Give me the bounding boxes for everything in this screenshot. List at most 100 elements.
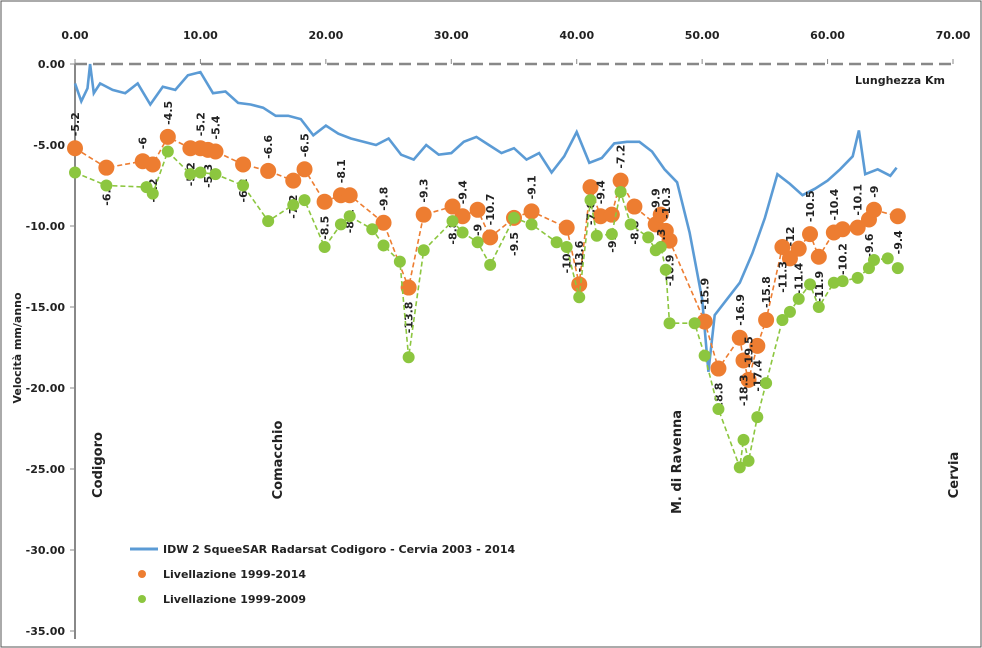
y-tick-label: -30.00 <box>26 544 66 557</box>
data-point <box>161 145 174 158</box>
legend-label: IDW 2 SqueeSAR Radarsat Codigoro - Cervi… <box>163 543 515 556</box>
data-label: -5.2 <box>69 112 82 136</box>
data-point <box>159 128 176 145</box>
data-point <box>849 219 866 236</box>
data-point <box>624 218 637 231</box>
data-label: -5.4 <box>209 115 222 139</box>
data-point <box>735 352 752 369</box>
data-point <box>573 291 586 304</box>
annotation: Cervia <box>947 452 962 498</box>
data-point <box>446 215 459 228</box>
data-point <box>731 329 748 346</box>
data-point <box>760 377 773 390</box>
data-point <box>469 201 486 218</box>
data-point <box>812 301 825 313</box>
data-point <box>100 179 113 192</box>
annotation: M. di Ravenna <box>670 410 685 514</box>
x-tick-label: 50.00 <box>685 29 720 42</box>
data-label: -10.4 <box>828 188 841 220</box>
data-point <box>209 168 222 181</box>
data-label: -4.5 <box>162 101 175 125</box>
data-point <box>146 187 159 200</box>
data-point <box>865 201 882 218</box>
data-point <box>571 276 588 293</box>
data-point <box>402 351 415 364</box>
data-point <box>144 156 161 173</box>
data-label: -9.9 <box>650 188 663 212</box>
data-point <box>444 198 461 215</box>
data-point <box>341 187 358 204</box>
data-point <box>393 255 406 268</box>
data-point <box>260 162 277 179</box>
data-point <box>69 166 81 179</box>
data-point <box>334 218 347 231</box>
data-point <box>343 210 356 223</box>
data-label: -15.9 <box>699 278 712 310</box>
data-point <box>603 206 620 223</box>
data-point <box>891 262 904 275</box>
data-point <box>698 349 711 362</box>
legend-marker <box>138 570 146 578</box>
data-point <box>733 461 746 474</box>
series-line <box>73 63 898 372</box>
x-tick-label: 70.00 <box>936 29 971 42</box>
data-point <box>184 168 197 181</box>
data-label: -19.5 <box>743 336 756 368</box>
data-label: -18.3 <box>738 374 751 406</box>
legend-label: Livellazione 1999-2014 <box>163 568 306 581</box>
data-point <box>851 271 864 284</box>
data-point <box>590 229 603 242</box>
data-point <box>751 411 764 424</box>
data-point <box>560 241 573 254</box>
y-tick-label: -10.00 <box>26 220 66 233</box>
data-point <box>889 208 906 225</box>
data-point <box>582 179 599 196</box>
data-point <box>626 198 643 215</box>
data-point <box>836 275 849 288</box>
data-point <box>237 179 250 192</box>
data-point <box>783 305 796 318</box>
data-point <box>810 248 827 265</box>
data-point <box>804 278 817 291</box>
data-point <box>605 228 618 241</box>
data-label: -8.5 <box>319 216 332 240</box>
data-label: -11.4 <box>793 262 806 294</box>
data-point <box>659 263 672 276</box>
data-label: -11.9 <box>813 271 826 303</box>
x-tick-label: 60.00 <box>810 29 845 42</box>
data-label: -15.8 <box>760 276 773 308</box>
data-label: -5.2 <box>194 112 207 136</box>
data-label: -9 <box>472 224 485 236</box>
data-point <box>834 221 851 238</box>
x-tick-label: 30.00 <box>434 29 469 42</box>
data-point <box>375 214 392 231</box>
data-point <box>194 166 207 179</box>
data-point <box>558 219 575 236</box>
y-axis-label: Velocità mm/anno <box>11 292 24 404</box>
data-point <box>642 231 655 244</box>
data-point <box>614 185 627 198</box>
data-point <box>415 206 432 223</box>
data-point <box>740 371 757 388</box>
data-point <box>235 156 252 173</box>
legend-label: Livellazione 1999-2009 <box>163 593 306 606</box>
data-point <box>98 159 115 176</box>
data-point <box>737 433 750 446</box>
data-point <box>688 317 701 330</box>
data-point <box>318 241 331 254</box>
data-label: -12 <box>784 227 797 247</box>
data-point <box>456 226 469 239</box>
data-label: -10.3 <box>660 187 673 219</box>
data-label: -16.9 <box>734 294 747 326</box>
data-point <box>802 226 819 243</box>
x-tick-label: 20.00 <box>308 29 343 42</box>
y-tick-label: -20.00 <box>26 382 66 395</box>
data-point <box>790 240 807 257</box>
data-point <box>400 279 417 296</box>
legend-marker <box>138 595 146 603</box>
data-point <box>550 236 563 249</box>
data-label: -9.8 <box>378 187 391 211</box>
data-point <box>652 206 669 223</box>
data-point <box>482 229 499 246</box>
data-label: -9.5 <box>508 232 521 256</box>
